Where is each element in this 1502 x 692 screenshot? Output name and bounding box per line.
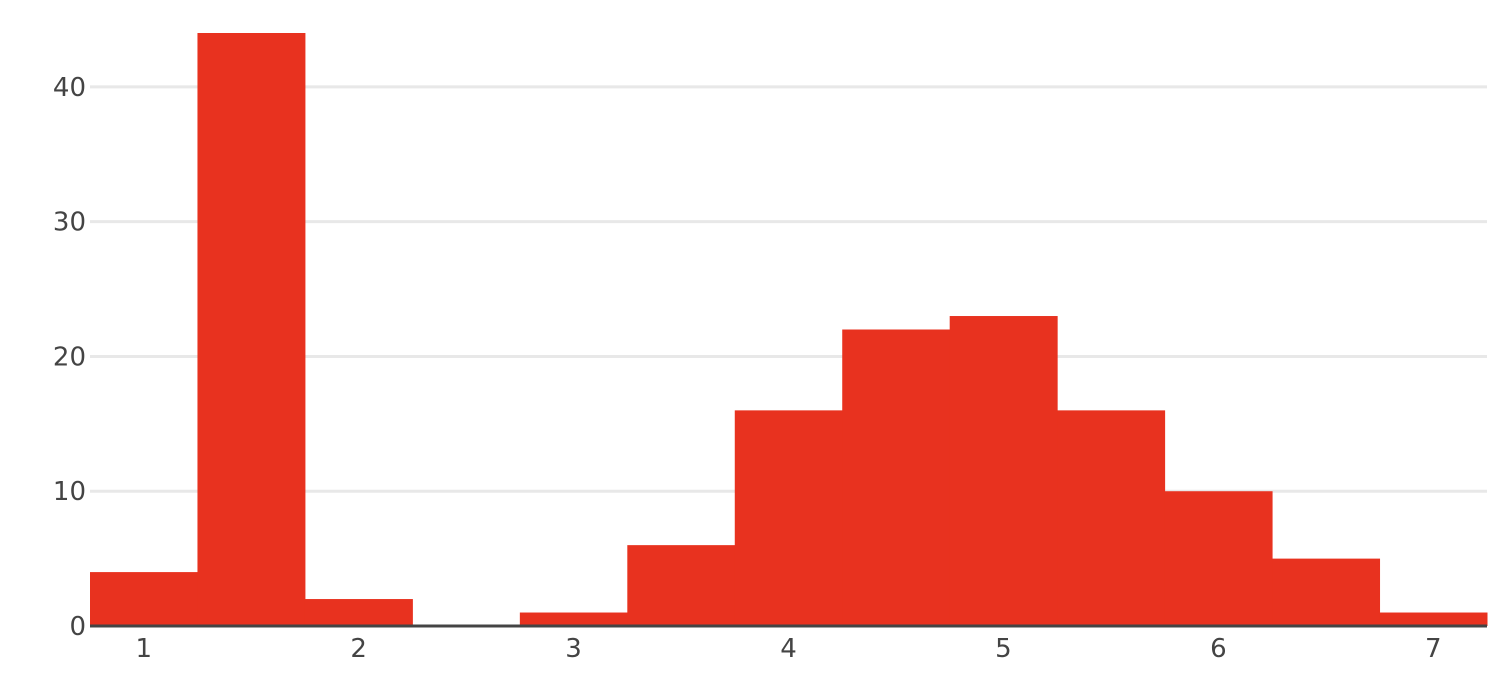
- y-tick-label: 30: [53, 208, 86, 238]
- histogram-bar: [90, 572, 198, 626]
- histogram-bar: [519, 612, 628, 626]
- histogram-bars: [90, 33, 1488, 626]
- histogram-bar: [949, 316, 1058, 626]
- x-tick-label: 3: [565, 634, 582, 664]
- histogram-bar: [1164, 491, 1273, 626]
- histogram-bar: [197, 33, 306, 626]
- y-tick-label: 10: [53, 477, 86, 507]
- x-tick-label: 5: [995, 634, 1012, 664]
- histogram-bar: [842, 329, 951, 626]
- x-tick-label: 7: [1425, 634, 1442, 664]
- x-axis-tick-labels: 1 2 3 4 5 6 7: [135, 634, 1441, 664]
- histogram-bar: [1379, 612, 1488, 626]
- x-tick-label: 6: [1210, 634, 1227, 664]
- x-tick-label: 1: [135, 634, 152, 664]
- histogram-bar: [1272, 558, 1381, 626]
- x-tick-label: 2: [350, 634, 367, 664]
- y-tick-label: 0: [69, 612, 86, 642]
- histogram-bar: [734, 410, 843, 626]
- y-tick-label: 20: [53, 342, 86, 372]
- histogram-bar: [1057, 410, 1166, 626]
- y-axis-tick-labels: 0 10 20 30 40: [53, 73, 86, 642]
- histogram-bar: [304, 599, 413, 626]
- histogram-bar: [627, 545, 736, 626]
- y-tick-label: 40: [53, 73, 86, 103]
- x-tick-label: 4: [780, 634, 797, 664]
